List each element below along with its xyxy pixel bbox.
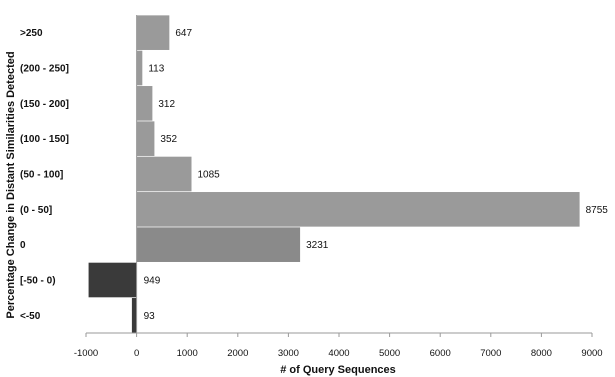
bar-5 <box>137 192 580 227</box>
x-tick-label-3: 2000 <box>227 348 248 359</box>
x-tick-label-0: -1000 <box>74 348 98 359</box>
x-axis-title: # of Query Sequences <box>280 364 396 376</box>
x-tick-label-1: 0 <box>134 348 139 359</box>
bar-0 <box>137 15 170 50</box>
category-label-6: 0 <box>20 240 26 251</box>
data-label-7: 949 <box>144 276 161 287</box>
x-tick-label-5: 4000 <box>328 348 349 359</box>
x-tick-label-8: 7000 <box>480 348 501 359</box>
data-label-0: 647 <box>175 28 192 39</box>
bar-6 <box>137 227 300 262</box>
bar-7 <box>89 263 137 298</box>
data-label-3: 352 <box>160 134 177 145</box>
category-label-3: (100 - 150] <box>20 134 69 145</box>
data-label-4: 1085 <box>198 170 221 181</box>
category-label-8: <-50 <box>20 311 41 322</box>
x-tick-label-7: 6000 <box>430 348 451 359</box>
data-label-2: 312 <box>158 99 175 110</box>
category-label-5: (0 - 50] <box>20 205 52 216</box>
category-label-0: >250 <box>20 28 43 39</box>
category-label-7: [-50 - 0) <box>20 276 56 287</box>
bar-1 <box>137 51 143 86</box>
data-label-5: 8755 <box>586 205 609 216</box>
x-tick-label-2: 1000 <box>177 348 198 359</box>
x-tick-label-4: 3000 <box>278 348 299 359</box>
data-label-6: 3231 <box>306 240 329 251</box>
category-label-4: (50 - 100] <box>20 170 63 181</box>
data-label-1: 113 <box>148 64 164 75</box>
x-tick-label-9: 8000 <box>531 348 552 359</box>
category-label-2: (150 - 200] <box>20 99 69 110</box>
bar-3 <box>137 121 155 156</box>
x-tick-label-6: 5000 <box>379 348 400 359</box>
bar-8 <box>132 298 137 333</box>
bar-4 <box>137 157 192 192</box>
data-label-8: 93 <box>144 311 156 322</box>
x-tick-label-10: 9000 <box>581 348 602 359</box>
category-label-1: (200 - 250] <box>20 64 69 75</box>
bar-2 <box>137 86 153 121</box>
y-axis-title: Percentage Change in Distant Similaritie… <box>5 51 17 318</box>
